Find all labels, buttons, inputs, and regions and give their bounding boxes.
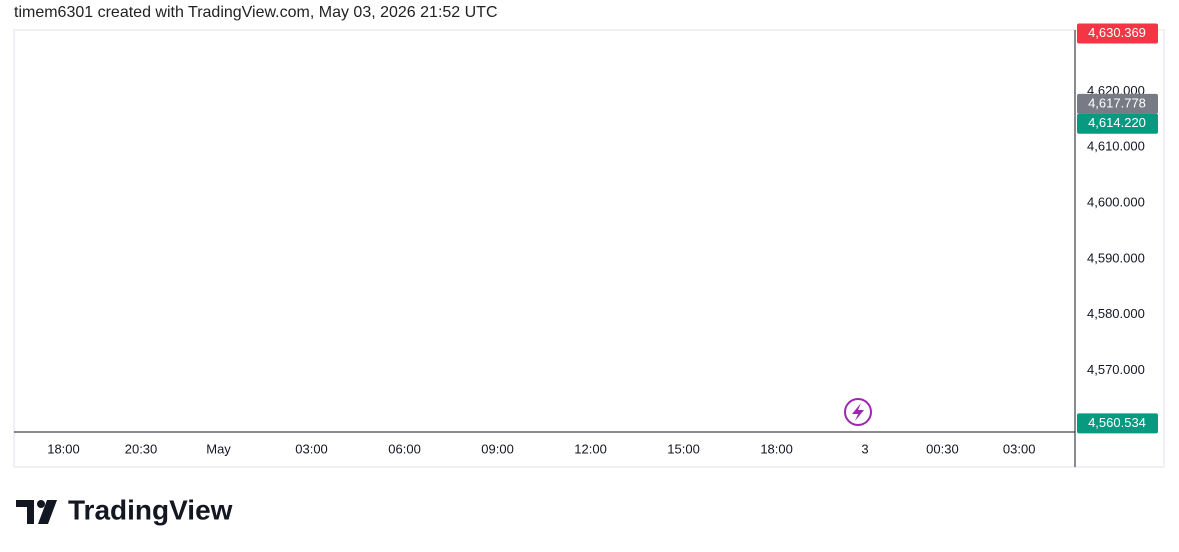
x-tick-label: May [206, 441, 231, 456]
x-tick-label: 15:00 [667, 441, 700, 456]
price-badge [1077, 413, 1158, 434]
x-tick-label: 12:00 [574, 441, 607, 456]
x-tick-label: 18:00 [760, 441, 793, 456]
x-tick-label: 3 [861, 441, 868, 456]
x-tick-label: 06:00 [388, 441, 421, 456]
x-tick-label: 20:30 [125, 441, 158, 456]
price-badge-label: 4,560.534 [1088, 415, 1146, 430]
x-tick-label: 03:00 [1003, 441, 1036, 456]
x-tick-label: 03:00 [295, 441, 328, 456]
price-badge-label: 4,614.220 [1088, 115, 1146, 130]
x-tick-label: 00:30 [926, 441, 959, 456]
y-tick-label: 4,610.000 [1087, 139, 1145, 154]
header: timem6301 created with TradingView.com, … [14, 4, 498, 21]
x-tick-label: 09:00 [481, 441, 514, 456]
price-badge [1077, 113, 1158, 134]
alert-icon [844, 398, 872, 426]
y-tick-label: 4,600.000 [1087, 195, 1145, 210]
y-tick-label: 4,570.000 [1087, 362, 1145, 377]
x-tick-label: 18:00 [47, 441, 80, 456]
price-badge [1077, 93, 1158, 114]
price-badge [1077, 23, 1158, 44]
price-badge-label: 4,617.778 [1088, 95, 1146, 110]
brand: TradingView [68, 494, 233, 525]
logo [16, 500, 57, 524]
price-badge-label: 4,630.369 [1088, 25, 1146, 40]
frame [13, 29, 1165, 468]
y-tick-label: 4,580.000 [1087, 306, 1145, 321]
y-tick-label: 4,590.000 [1087, 250, 1145, 265]
